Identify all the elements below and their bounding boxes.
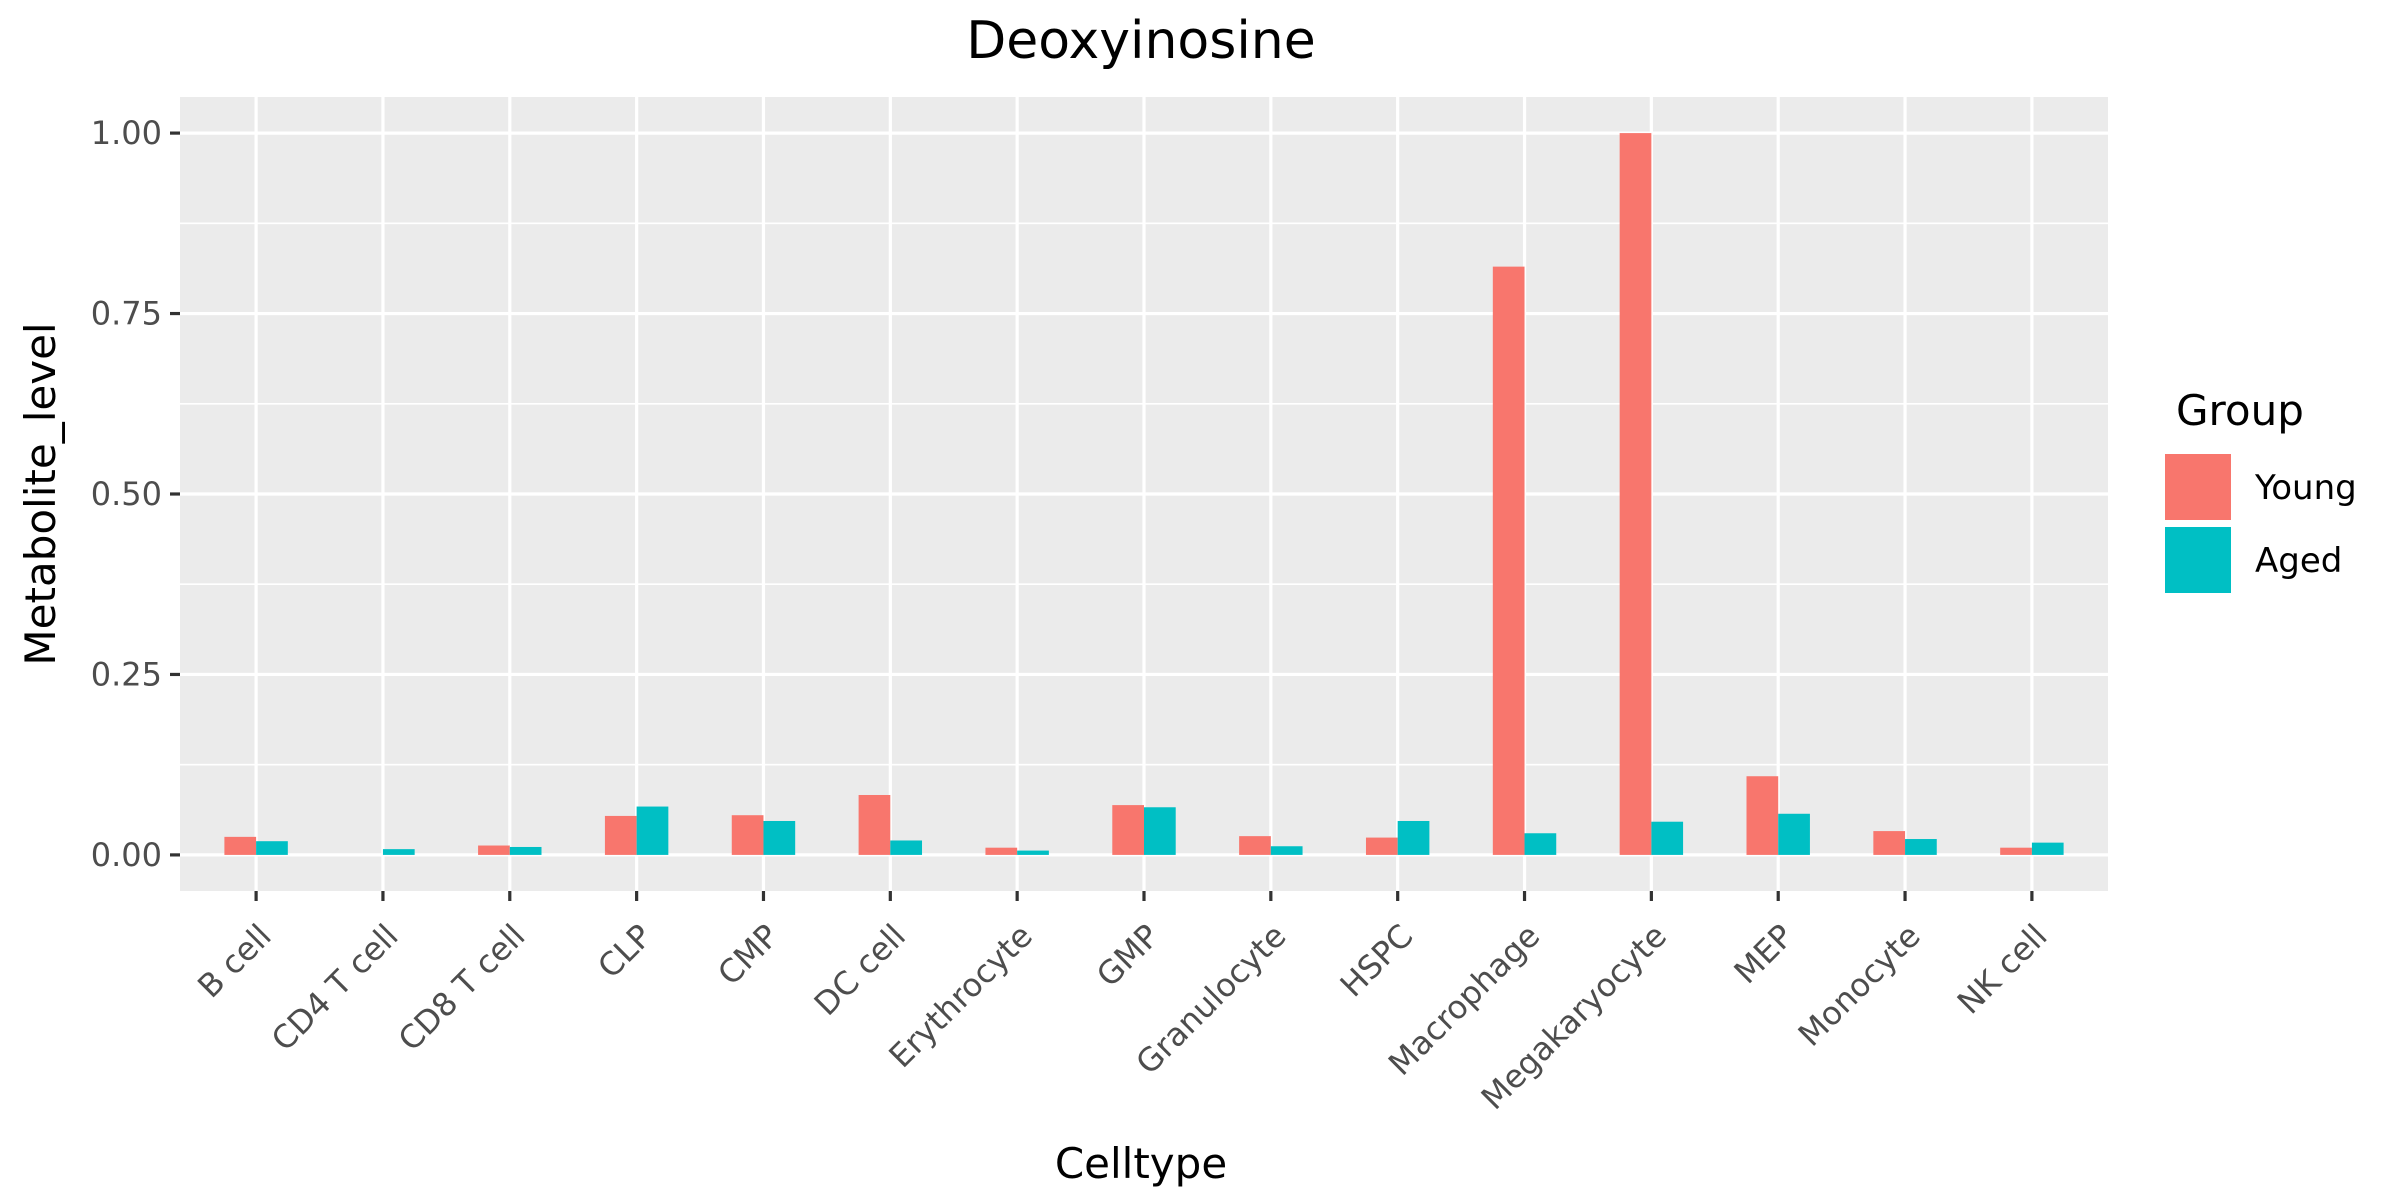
x-tick-label: CD4 T cell <box>264 917 406 1059</box>
chart-title: Deoxyinosine <box>966 11 1316 71</box>
bar-young-14 <box>1873 831 1906 855</box>
legend-label-young: Young <box>2254 468 2357 508</box>
legend-title: Group <box>2176 386 2304 435</box>
bar-aged-8 <box>1144 807 1176 855</box>
x-tick-label: DC cell <box>807 917 913 1023</box>
bar-aged-12 <box>1651 821 1684 855</box>
bar-young-7 <box>985 847 1018 855</box>
bar-young-1 <box>224 836 257 855</box>
y-tick-label: 0.25 <box>91 655 162 693</box>
bar-young-9 <box>1239 836 1271 855</box>
bar-aged-15 <box>2031 842 2064 855</box>
x-tick-label: CD8 T cell <box>391 917 533 1059</box>
legend-label-aged: Aged <box>2255 541 2342 581</box>
bar-young-15 <box>2000 847 2032 855</box>
legend: Group Young Aged <box>2165 386 2357 593</box>
legend-key-young <box>2165 454 2231 520</box>
y-tick-label: 1.00 <box>91 114 162 152</box>
x-tick-label: B cell <box>190 917 279 1006</box>
bar-aged-1 <box>256 841 288 855</box>
bar-aged-11 <box>1524 833 1557 855</box>
bar-young-11 <box>1492 266 1525 855</box>
bar-aged-10 <box>1397 820 1430 855</box>
x-tick-label: CMP <box>710 917 786 993</box>
x-tick-label: Monocyte <box>1791 917 1928 1054</box>
x-tick-label: NK cell <box>1950 917 2055 1022</box>
legend-key-aged <box>2165 527 2231 593</box>
y-axis: 0.00 0.25 0.50 0.75 1.00 <box>91 114 180 874</box>
y-tick-label: 0.75 <box>91 295 162 333</box>
bar-young-8 <box>1112 805 1144 855</box>
bar-young-12 <box>1619 133 1652 855</box>
bar-aged-14 <box>1905 839 1937 855</box>
x-tick-label: CLP <box>590 917 659 986</box>
bar-young-3 <box>478 845 510 855</box>
bar-young-4 <box>604 815 637 855</box>
bar-aged-9 <box>1270 846 1303 855</box>
bar-young-5 <box>731 815 764 855</box>
bar-aged-3 <box>509 846 542 855</box>
bar-aged-2 <box>382 849 415 855</box>
x-tick-label: MEP <box>1727 917 1801 991</box>
y-tick-label: 0.50 <box>91 475 162 513</box>
x-axis-title: Celltype <box>1055 1139 1227 1188</box>
x-tick-label: HSPC <box>1333 917 1421 1005</box>
bar-aged-13 <box>1778 813 1810 855</box>
x-tick-label: GMP <box>1089 917 1167 995</box>
bar-young-10 <box>1365 837 1398 855</box>
bars <box>224 133 2064 855</box>
bar-aged-5 <box>763 820 796 855</box>
bar-young-13 <box>1746 776 1779 855</box>
y-tick-label: 0.00 <box>91 836 162 874</box>
bar-aged-7 <box>1017 850 1049 855</box>
bar-aged-4 <box>636 806 669 855</box>
bar-aged-6 <box>890 840 923 855</box>
bar-young-6 <box>858 794 891 855</box>
y-axis-title: Metabolite_level <box>16 322 65 665</box>
